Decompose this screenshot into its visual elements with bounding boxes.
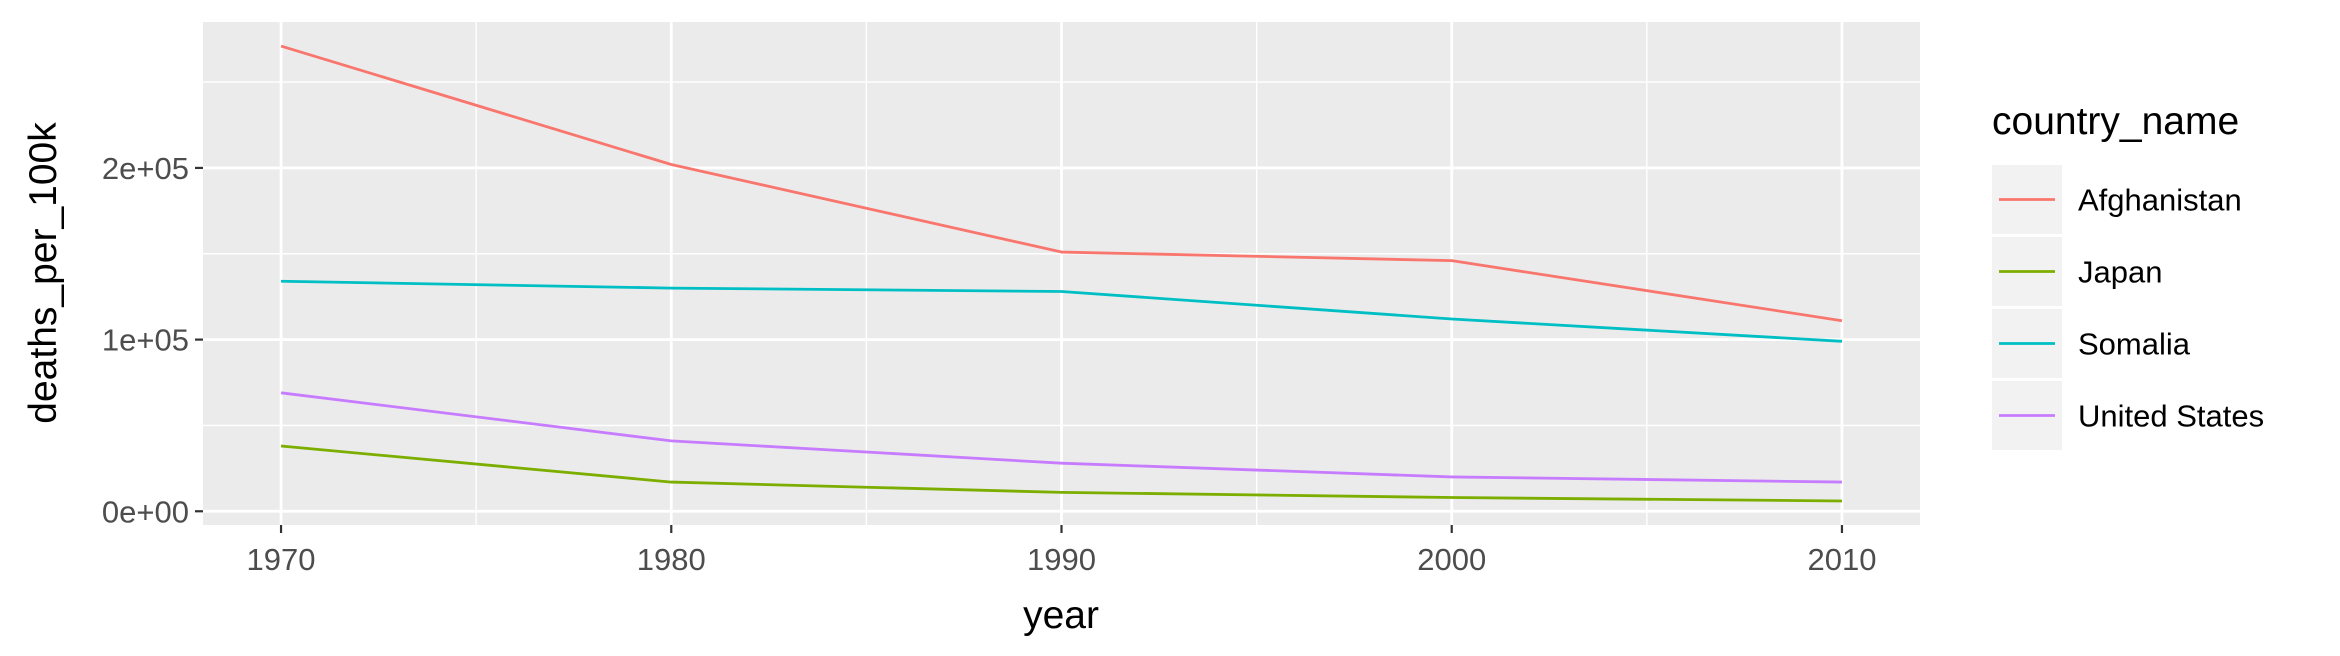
series-line-afghanistan — [280, 44, 1843, 323]
legend-label: Somalia — [2078, 327, 2191, 362]
legend-label: Japan — [2078, 255, 2162, 290]
legend-items: Afghanistan Japan Somalia United States — [1992, 165, 2264, 450]
x-tick-label: 1970 — [247, 542, 316, 577]
y-axis: 0e+00 1e+05 2e+05 — [102, 151, 203, 529]
grid-major — [203, 22, 1920, 525]
legend-label: Afghanistan — [2078, 183, 2242, 218]
series-line-japan — [280, 444, 1842, 503]
x-tick-label: 2000 — [1417, 542, 1486, 577]
x-tick-label: 1980 — [637, 542, 706, 577]
legend-title: country_name — [1992, 100, 2239, 143]
series-lines — [280, 44, 1843, 503]
legend: country_name Afghanistan Japan Somalia Unit… — [1992, 100, 2264, 450]
x-axis-title: year — [1023, 594, 1099, 637]
x-tick-label: 2010 — [1807, 542, 1876, 577]
series-line-somalia — [281, 279, 1843, 343]
y-tick-label: 2e+05 — [102, 151, 189, 186]
y-axis-title: deaths_per_100k — [22, 122, 65, 424]
x-tick-label: 1990 — [1027, 542, 1096, 577]
x-axis: 1970 1980 1990 2000 2010 — [247, 525, 1876, 577]
legend-label: United States — [2078, 399, 2264, 434]
y-tick-label: 0e+00 — [102, 494, 189, 529]
y-tick-label: 1e+05 — [102, 323, 189, 358]
series-line-united-states — [280, 391, 1842, 484]
